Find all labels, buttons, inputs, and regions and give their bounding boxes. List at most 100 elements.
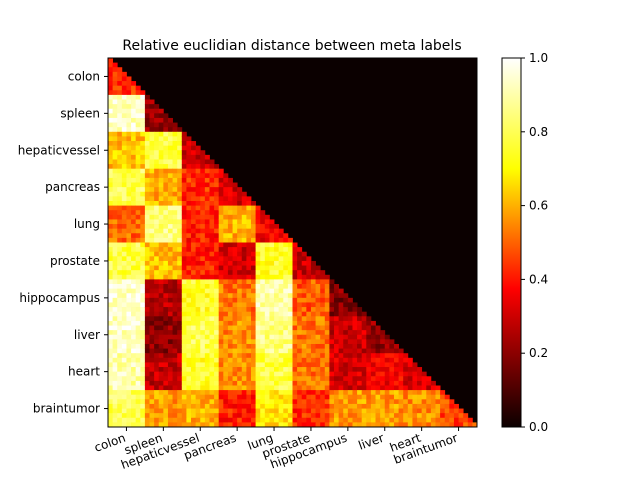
heatmap-cell	[144, 117, 150, 123]
heatmap-cell	[246, 385, 252, 391]
heatmap-cell	[287, 270, 293, 276]
heatmap-cell	[246, 302, 252, 308]
heatmap-cell	[131, 150, 137, 156]
heatmap-cell	[393, 417, 399, 423]
heatmap-cell	[361, 413, 367, 419]
heatmap-cell	[343, 371, 349, 377]
heatmap-cell	[163, 325, 169, 331]
heatmap-cell	[177, 357, 183, 363]
heatmap-cell	[250, 408, 256, 414]
heatmap-cell	[329, 417, 335, 423]
heatmap-cell	[398, 380, 404, 386]
heatmap-cell	[144, 408, 150, 414]
heatmap-cell	[389, 339, 395, 345]
heatmap-cell	[112, 71, 118, 77]
heatmap-cell	[154, 417, 160, 423]
heatmap-cell	[343, 330, 349, 336]
heatmap-cell	[158, 288, 164, 294]
heatmap-cell	[310, 265, 316, 271]
heatmap-cell	[352, 413, 358, 419]
heatmap-cell	[246, 233, 252, 239]
heatmap-cell	[163, 191, 169, 197]
heatmap-cell	[227, 390, 233, 396]
heatmap-cell	[163, 357, 169, 363]
heatmap-cell	[186, 145, 192, 151]
heatmap-cell	[297, 390, 303, 396]
heatmap-cell	[200, 362, 206, 368]
heatmap-cell	[260, 260, 266, 266]
heatmap-cell	[297, 279, 303, 285]
heatmap-cell	[108, 279, 114, 285]
heatmap-cell	[167, 154, 173, 160]
heatmap-cell	[292, 293, 298, 299]
heatmap-cell	[310, 343, 316, 349]
heatmap-cell	[297, 413, 303, 419]
heatmap-cell	[218, 307, 224, 313]
heatmap-cell	[320, 288, 326, 294]
heatmap-cell	[375, 325, 381, 331]
heatmap-cell	[250, 219, 256, 225]
heatmap-cell	[204, 297, 210, 303]
heatmap-cell	[301, 422, 307, 427]
heatmap-cell	[204, 219, 210, 225]
heatmap-cell	[154, 260, 160, 266]
heatmap-cell	[403, 362, 409, 368]
heatmap-cell	[458, 413, 464, 419]
heatmap-cell	[140, 385, 146, 391]
heatmap-cell	[163, 288, 169, 294]
heatmap-cell	[366, 385, 372, 391]
heatmap-cell	[112, 113, 118, 119]
heatmap-cell	[191, 417, 197, 423]
heatmap-cell	[283, 265, 289, 271]
heatmap-cell	[195, 288, 201, 294]
heatmap-cell	[264, 284, 270, 290]
heatmap-cell	[177, 284, 183, 290]
heatmap-cell	[135, 316, 141, 322]
heatmap-cell	[167, 320, 173, 326]
heatmap-cell	[172, 168, 178, 174]
heatmap-cell	[269, 260, 275, 266]
heatmap-cell	[255, 394, 261, 400]
heatmap-cell	[407, 413, 413, 419]
heatmap-cell	[154, 224, 160, 230]
heatmap-cell	[412, 390, 418, 396]
heatmap-cell	[324, 367, 330, 373]
heatmap-cell	[200, 233, 206, 239]
heatmap-cell	[334, 413, 340, 419]
heatmap-cell	[144, 353, 150, 359]
heatmap-cell	[108, 210, 114, 216]
heatmap-cell	[117, 94, 123, 100]
heatmap-cell	[329, 380, 335, 386]
heatmap-cell	[246, 219, 252, 225]
heatmap-cell	[393, 362, 399, 368]
heatmap-cell	[320, 371, 326, 377]
heatmap-cell	[232, 399, 238, 405]
heatmap-cell	[329, 385, 335, 391]
heatmap-cell	[154, 251, 160, 257]
heatmap-cell	[112, 403, 118, 409]
heatmap-cell	[269, 224, 275, 230]
heatmap-cell	[250, 293, 256, 299]
heatmap-cell	[246, 348, 252, 354]
heatmap-cell	[274, 394, 280, 400]
heatmap-cell	[246, 279, 252, 285]
heatmap-cell	[195, 154, 201, 160]
heatmap-cell	[297, 256, 303, 262]
heatmap-cell	[158, 302, 164, 308]
heatmap-cell	[214, 311, 220, 317]
heatmap-cell	[264, 394, 270, 400]
heatmap-cell	[181, 390, 187, 396]
heatmap-cell	[209, 348, 215, 354]
heatmap-cell	[163, 260, 169, 266]
heatmap-cell	[315, 284, 321, 290]
heatmap-cell	[172, 260, 178, 266]
heatmap-cell	[204, 191, 210, 197]
heatmap-cell	[186, 141, 192, 147]
heatmap-cell	[292, 260, 298, 266]
heatmap-cell	[154, 247, 160, 253]
heatmap-cell	[297, 334, 303, 340]
heatmap-cell	[329, 316, 335, 322]
heatmap-cell	[181, 394, 187, 400]
heatmap-cell	[278, 380, 284, 386]
heatmap-cell	[209, 422, 215, 427]
